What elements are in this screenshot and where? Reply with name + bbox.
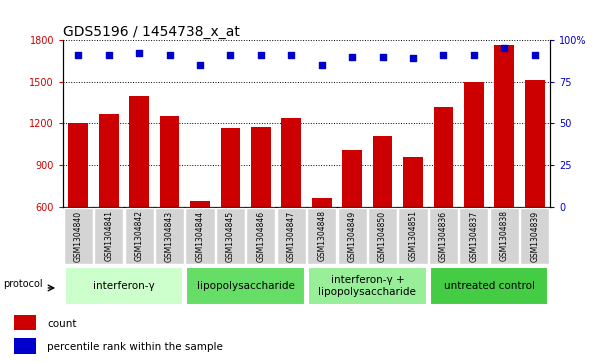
Text: GSM1304848: GSM1304848 <box>317 211 326 261</box>
Bar <box>155 208 184 264</box>
Point <box>104 52 114 58</box>
Text: protocol: protocol <box>3 279 43 289</box>
Text: interferon-γ: interferon-γ <box>93 281 155 291</box>
Text: GSM1304845: GSM1304845 <box>226 211 235 261</box>
Bar <box>338 208 367 264</box>
Text: GSM1304840: GSM1304840 <box>74 211 83 261</box>
Bar <box>490 208 519 264</box>
Text: GSM1304849: GSM1304849 <box>347 211 356 261</box>
Bar <box>129 96 149 207</box>
Point <box>287 52 296 58</box>
Text: GSM1304837: GSM1304837 <box>469 211 478 261</box>
Bar <box>403 157 423 207</box>
Bar <box>246 208 275 264</box>
Point <box>73 52 83 58</box>
Bar <box>373 136 392 207</box>
Bar <box>14 338 36 354</box>
Bar <box>186 267 305 305</box>
Point <box>499 45 509 51</box>
Point <box>378 54 388 60</box>
Bar <box>186 208 215 264</box>
Text: interferon-γ +
lipopolysaccharide: interferon-γ + lipopolysaccharide <box>319 275 416 297</box>
Bar <box>430 267 548 305</box>
Point <box>439 52 448 58</box>
Text: GSM1304847: GSM1304847 <box>287 211 296 261</box>
Point <box>135 50 144 56</box>
Text: GDS5196 / 1454738_x_at: GDS5196 / 1454738_x_at <box>63 25 240 39</box>
Bar <box>221 128 240 207</box>
Text: GSM1304851: GSM1304851 <box>409 211 418 261</box>
Text: GSM1304841: GSM1304841 <box>104 211 113 261</box>
Point <box>469 52 478 58</box>
Text: lipopolysaccharide: lipopolysaccharide <box>197 281 294 291</box>
Bar <box>464 82 484 207</box>
Bar <box>190 201 210 207</box>
Bar <box>342 150 362 207</box>
Text: GSM1304850: GSM1304850 <box>378 211 387 261</box>
Bar <box>398 208 427 264</box>
Bar <box>307 208 337 264</box>
Bar <box>65 267 183 305</box>
Bar <box>495 45 514 207</box>
Point <box>195 62 205 68</box>
Bar <box>14 315 36 330</box>
Point <box>530 52 540 58</box>
Point <box>256 52 266 58</box>
Bar <box>69 123 88 207</box>
Bar <box>525 80 545 207</box>
Text: percentile rank within the sample: percentile rank within the sample <box>47 342 223 352</box>
Bar <box>459 208 489 264</box>
Bar <box>308 267 427 305</box>
Point <box>347 54 357 60</box>
Bar <box>429 208 458 264</box>
Text: GSM1304836: GSM1304836 <box>439 211 448 261</box>
Text: GSM1304846: GSM1304846 <box>257 211 266 261</box>
Bar <box>216 208 245 264</box>
Point <box>165 52 174 58</box>
Bar <box>433 107 453 207</box>
Text: GSM1304839: GSM1304839 <box>530 211 539 261</box>
Bar <box>64 208 93 264</box>
Text: count: count <box>47 319 76 329</box>
Text: GSM1304843: GSM1304843 <box>165 211 174 261</box>
Bar <box>368 208 397 264</box>
Bar <box>160 117 180 207</box>
Bar <box>520 208 549 264</box>
Bar <box>281 118 301 207</box>
Point <box>408 56 418 61</box>
Text: GSM1304844: GSM1304844 <box>195 211 204 261</box>
Text: GSM1304842: GSM1304842 <box>135 211 144 261</box>
Bar <box>276 208 306 264</box>
Text: untreated control: untreated control <box>444 281 534 291</box>
Bar <box>251 127 271 207</box>
Bar <box>124 208 154 264</box>
Bar <box>312 198 332 207</box>
Bar <box>99 114 118 207</box>
Point <box>317 62 326 68</box>
Text: GSM1304838: GSM1304838 <box>500 211 509 261</box>
Bar <box>94 208 123 264</box>
Point <box>225 52 235 58</box>
